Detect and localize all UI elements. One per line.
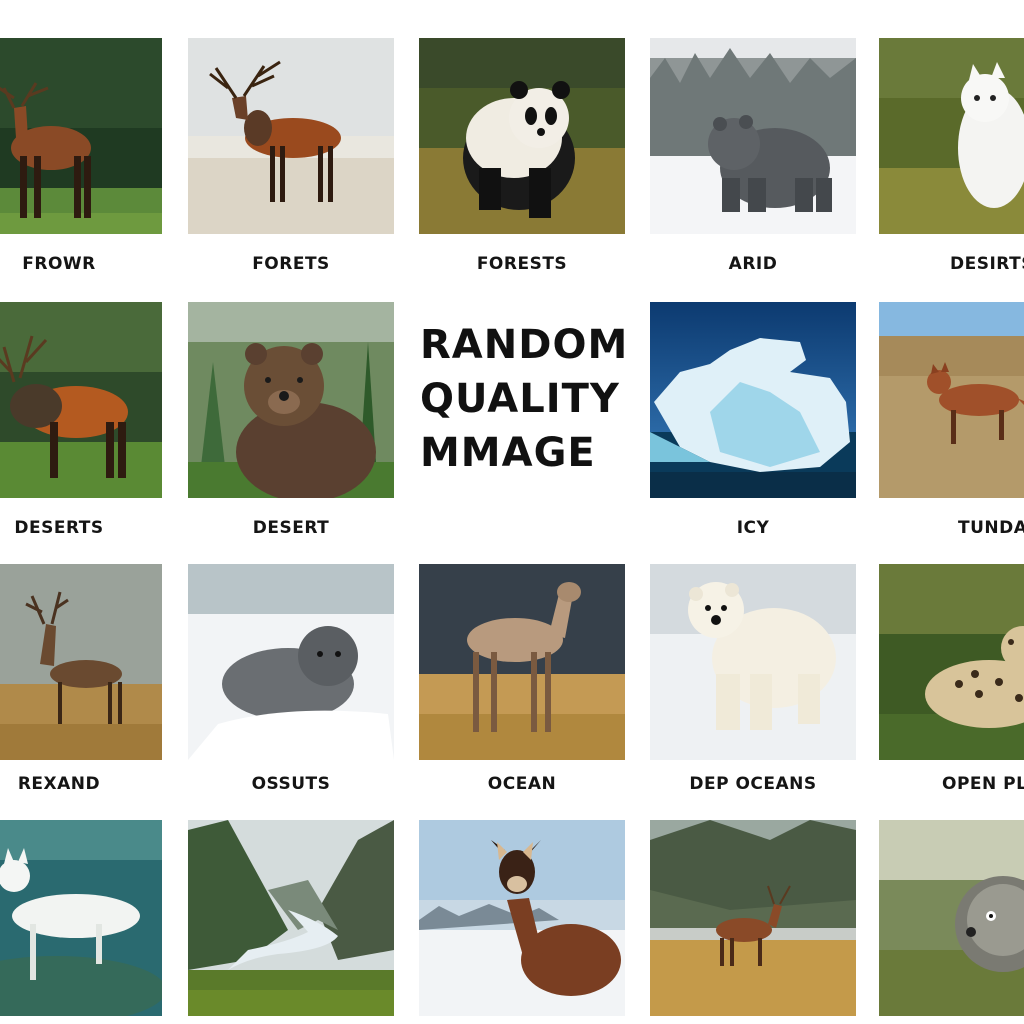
title-line-3: MMAGE (420, 430, 596, 476)
red-deer-meadow-image (0, 302, 162, 498)
photo-badger-grass[interactable] (879, 820, 1024, 1016)
underwater-fox-image (0, 820, 162, 1016)
photo-llama-ice[interactable] (419, 820, 625, 1016)
caption-ossuts: OSSUTS (251, 774, 331, 794)
caption-rexand: REXAND (17, 774, 101, 794)
white-fox-image (879, 38, 1024, 234)
deer-valley-image (650, 820, 856, 1016)
photo-antelope-grassland[interactable] (419, 564, 625, 760)
photo-elk-snowy-field[interactable] (188, 38, 394, 234)
photo-glacier-valley[interactable] (188, 820, 394, 1016)
iceberg-image (650, 302, 856, 498)
photo-leopard-grass[interactable] (879, 564, 1024, 760)
photo-red-deer-meadow[interactable] (0, 302, 162, 498)
llama-ice-image (419, 820, 625, 1016)
photo-white-fox-underwater[interactable] (0, 820, 162, 1016)
caption-deserts: DESERTS (14, 518, 104, 538)
antelope-image (419, 564, 625, 760)
fox-plain-image (879, 302, 1024, 498)
caption-desirts: DESIRTS (950, 254, 1024, 274)
photo-brown-bear-forest[interactable] (188, 302, 394, 498)
seal-snow-image (188, 564, 394, 760)
caption-arid: ARID (728, 254, 778, 274)
photo-iceberg[interactable] (650, 302, 856, 498)
photo-deer-valley[interactable] (650, 820, 856, 1016)
caption-tunda: TUNDA (958, 518, 1024, 538)
photo-fox-plain[interactable] (879, 302, 1024, 498)
title-line-1: RANDOM (420, 322, 629, 368)
grey-bear-image (650, 38, 856, 234)
red-deer-forest-image (0, 38, 162, 234)
photo-panda-grass[interactable] (419, 38, 625, 234)
leopard-image (879, 564, 1024, 760)
elk-snow-image (188, 38, 394, 234)
badger-image (879, 820, 1024, 1016)
caption-icy: ICY (736, 518, 770, 538)
deer-misty-image (0, 564, 162, 760)
photo-seal-snow[interactable] (188, 564, 394, 760)
photo-red-deer-forest[interactable] (0, 38, 162, 234)
caption-forests: FORESTS (476, 254, 568, 274)
caption-dep-oceans: DEP OCEANS (689, 774, 817, 794)
caption-open-pl: OPEN PL (942, 774, 1024, 794)
photo-white-arctic-fox[interactable] (879, 38, 1024, 234)
caption-ocean: OCEAN (487, 774, 557, 794)
title-line-2: QUALITY (420, 376, 620, 422)
photo-polar-bear[interactable] (650, 564, 856, 760)
glacier-valley-image (188, 820, 394, 1016)
caption-frowr: FROWR (22, 254, 96, 274)
center-title: RANDOM QUALITY MMAGE (420, 318, 630, 480)
polar-bear-image (650, 564, 856, 760)
photo-deer-misty-grassland[interactable] (0, 564, 162, 760)
brown-bear-image (188, 302, 394, 498)
caption-forets: FORETS (252, 254, 330, 274)
photo-grey-bear-snow[interactable] (650, 38, 856, 234)
caption-desert: DESERT (252, 518, 330, 538)
panda-image (419, 38, 625, 234)
